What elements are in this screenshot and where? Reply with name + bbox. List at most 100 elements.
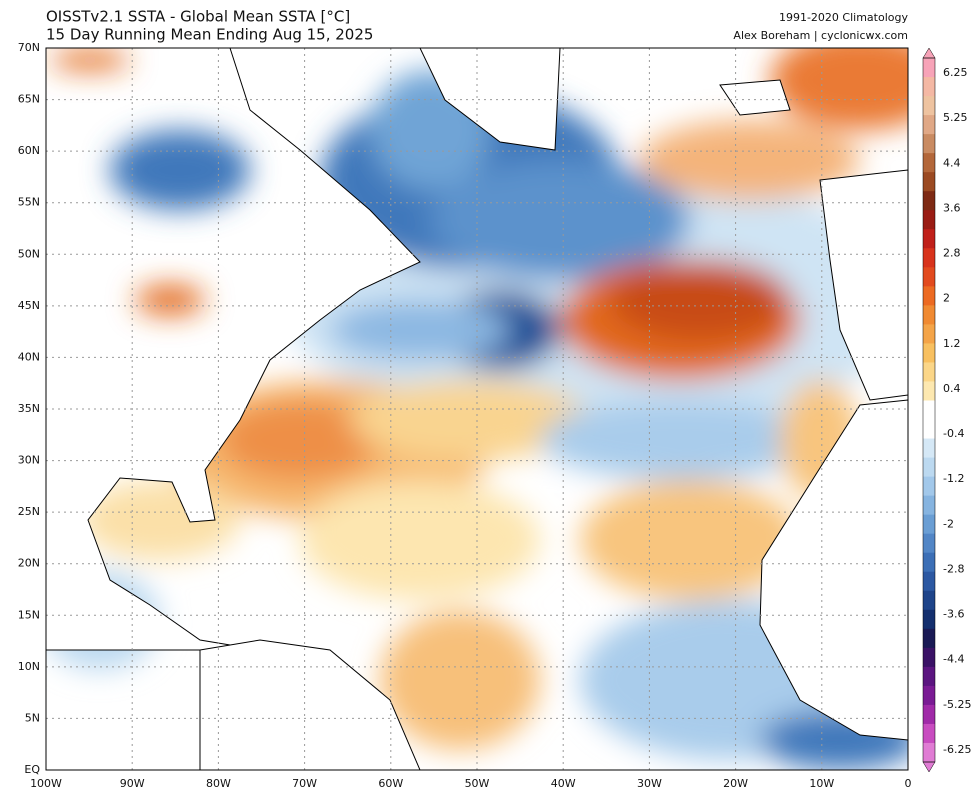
colorbar-frame bbox=[922, 57, 936, 763]
anomaly-field bbox=[46, 48, 908, 770]
colorbar-label: 3.6 bbox=[943, 201, 961, 214]
lon-label: 40W bbox=[551, 777, 576, 790]
colorbar-segment bbox=[923, 134, 935, 154]
anomaly-patch bbox=[770, 48, 908, 130]
colorbar-segment bbox=[923, 362, 935, 382]
africa bbox=[759, 399, 908, 741]
colorbar-segment bbox=[923, 742, 935, 763]
lat-label: 5N bbox=[25, 711, 40, 724]
colorbar-segment bbox=[923, 210, 935, 230]
anomaly-patch bbox=[540, 400, 820, 480]
colorbar-label: -1.2 bbox=[943, 472, 964, 485]
colorbar-segment bbox=[923, 153, 935, 173]
colorbar-segment bbox=[923, 229, 935, 249]
lat-label: 40N bbox=[18, 350, 40, 363]
colorbar-label: -2.8 bbox=[943, 562, 964, 575]
colorbar-label: -4.4 bbox=[943, 653, 964, 666]
colorbar-label: 2.8 bbox=[943, 247, 961, 260]
colorbar-label: -6.25 bbox=[943, 743, 971, 756]
colorbar-segment bbox=[923, 514, 935, 535]
anomaly-patch bbox=[220, 400, 380, 480]
lat-label: 30N bbox=[18, 454, 40, 467]
climatology: 1991-2020 Climatology bbox=[779, 11, 909, 24]
lat-label: 55N bbox=[18, 196, 40, 209]
lat-label: 45N bbox=[18, 299, 40, 312]
lon-label: 90W bbox=[120, 777, 145, 790]
lat-label: 25N bbox=[18, 505, 40, 518]
colorbar-segment bbox=[923, 685, 935, 706]
colorbar-label: 6.25 bbox=[943, 66, 968, 79]
colorbar-segment bbox=[923, 400, 935, 421]
europe bbox=[819, 169, 908, 401]
lat-label: EQ bbox=[24, 763, 40, 776]
lon-label: 10W bbox=[809, 777, 834, 790]
lon-label: 100W bbox=[30, 777, 62, 790]
colorbar-segment bbox=[923, 77, 935, 97]
anomaly-patch bbox=[350, 380, 590, 460]
lon-label: 50W bbox=[465, 777, 490, 790]
lake-patch bbox=[135, 285, 205, 315]
lon-label: 0 bbox=[905, 777, 912, 790]
lake-patch bbox=[110, 130, 250, 210]
lon-label: 30W bbox=[637, 777, 662, 790]
colorbar-segment bbox=[923, 419, 935, 440]
colorbar-label: 0.4 bbox=[943, 382, 961, 395]
colorbar-segment bbox=[923, 590, 935, 611]
colorbar-segment bbox=[923, 723, 935, 744]
subtitle: 15 Day Running Mean Ending Aug 15, 2025 bbox=[46, 26, 373, 44]
map-frame bbox=[45, 47, 909, 771]
anomaly-patch bbox=[610, 260, 790, 340]
colorbar-segment bbox=[923, 571, 935, 592]
colorbar-segment bbox=[923, 305, 935, 325]
colorbar-segment bbox=[923, 58, 935, 78]
graticule bbox=[46, 48, 908, 770]
lon-label: 20W bbox=[723, 777, 748, 790]
anomaly-patch bbox=[380, 610, 540, 750]
iceland bbox=[719, 79, 791, 116]
colorbar-segment bbox=[923, 286, 935, 306]
colorbar-segment bbox=[923, 533, 935, 554]
colorbar-segment bbox=[923, 381, 935, 401]
colorbar-segment bbox=[923, 267, 935, 287]
colorbar-segment bbox=[923, 343, 935, 363]
colorbar-bottom-arrow bbox=[922, 761, 936, 773]
colorbar-segment bbox=[923, 647, 935, 668]
colorbar bbox=[922, 47, 936, 773]
colorbar-label: 5.25 bbox=[943, 111, 968, 124]
south-america bbox=[199, 639, 421, 770]
anomaly-patch bbox=[330, 300, 510, 360]
lon-label: 70W bbox=[292, 777, 317, 790]
colorbar-segment bbox=[923, 628, 935, 649]
colorbar-top-arrow bbox=[922, 47, 936, 59]
colorbar-segment bbox=[923, 457, 935, 478]
colorbar-segment bbox=[923, 172, 935, 192]
credit: Alex Boreham | cyclonicwx.com bbox=[733, 29, 908, 42]
inland-water bbox=[50, 50, 250, 315]
colorbar-label: 2 bbox=[943, 292, 950, 305]
colorbar-segment bbox=[923, 552, 935, 573]
anomaly-patch bbox=[300, 480, 540, 600]
title: OISSTv2.1 SSTA - Global Mean SSTA [°C] bbox=[46, 8, 350, 26]
lat-label: 10N bbox=[18, 660, 40, 673]
anomaly-patch bbox=[430, 160, 690, 280]
colorbar-label: -0.4 bbox=[943, 427, 964, 440]
lat-label: 65N bbox=[18, 93, 40, 106]
lon-label: 60W bbox=[378, 777, 403, 790]
colorbar-label: -5.25 bbox=[943, 698, 971, 711]
lat-label: 20N bbox=[18, 557, 40, 570]
colorbar-segment bbox=[923, 324, 935, 344]
lat-label: 70N bbox=[18, 41, 40, 54]
lat-label: 60N bbox=[18, 144, 40, 157]
lake-patch bbox=[50, 50, 130, 70]
anomaly-patch bbox=[580, 480, 800, 600]
colorbar-segment bbox=[923, 438, 935, 459]
colorbar-segment bbox=[923, 191, 935, 211]
colorbar-label: 1.2 bbox=[943, 337, 961, 350]
anomaly-patch bbox=[640, 120, 860, 200]
greenland bbox=[419, 48, 561, 151]
colorbar-segment bbox=[923, 609, 935, 630]
colorbar-segment bbox=[923, 96, 935, 116]
colorbar-label: -3.6 bbox=[943, 608, 964, 621]
lat-label: 35N bbox=[18, 402, 40, 415]
